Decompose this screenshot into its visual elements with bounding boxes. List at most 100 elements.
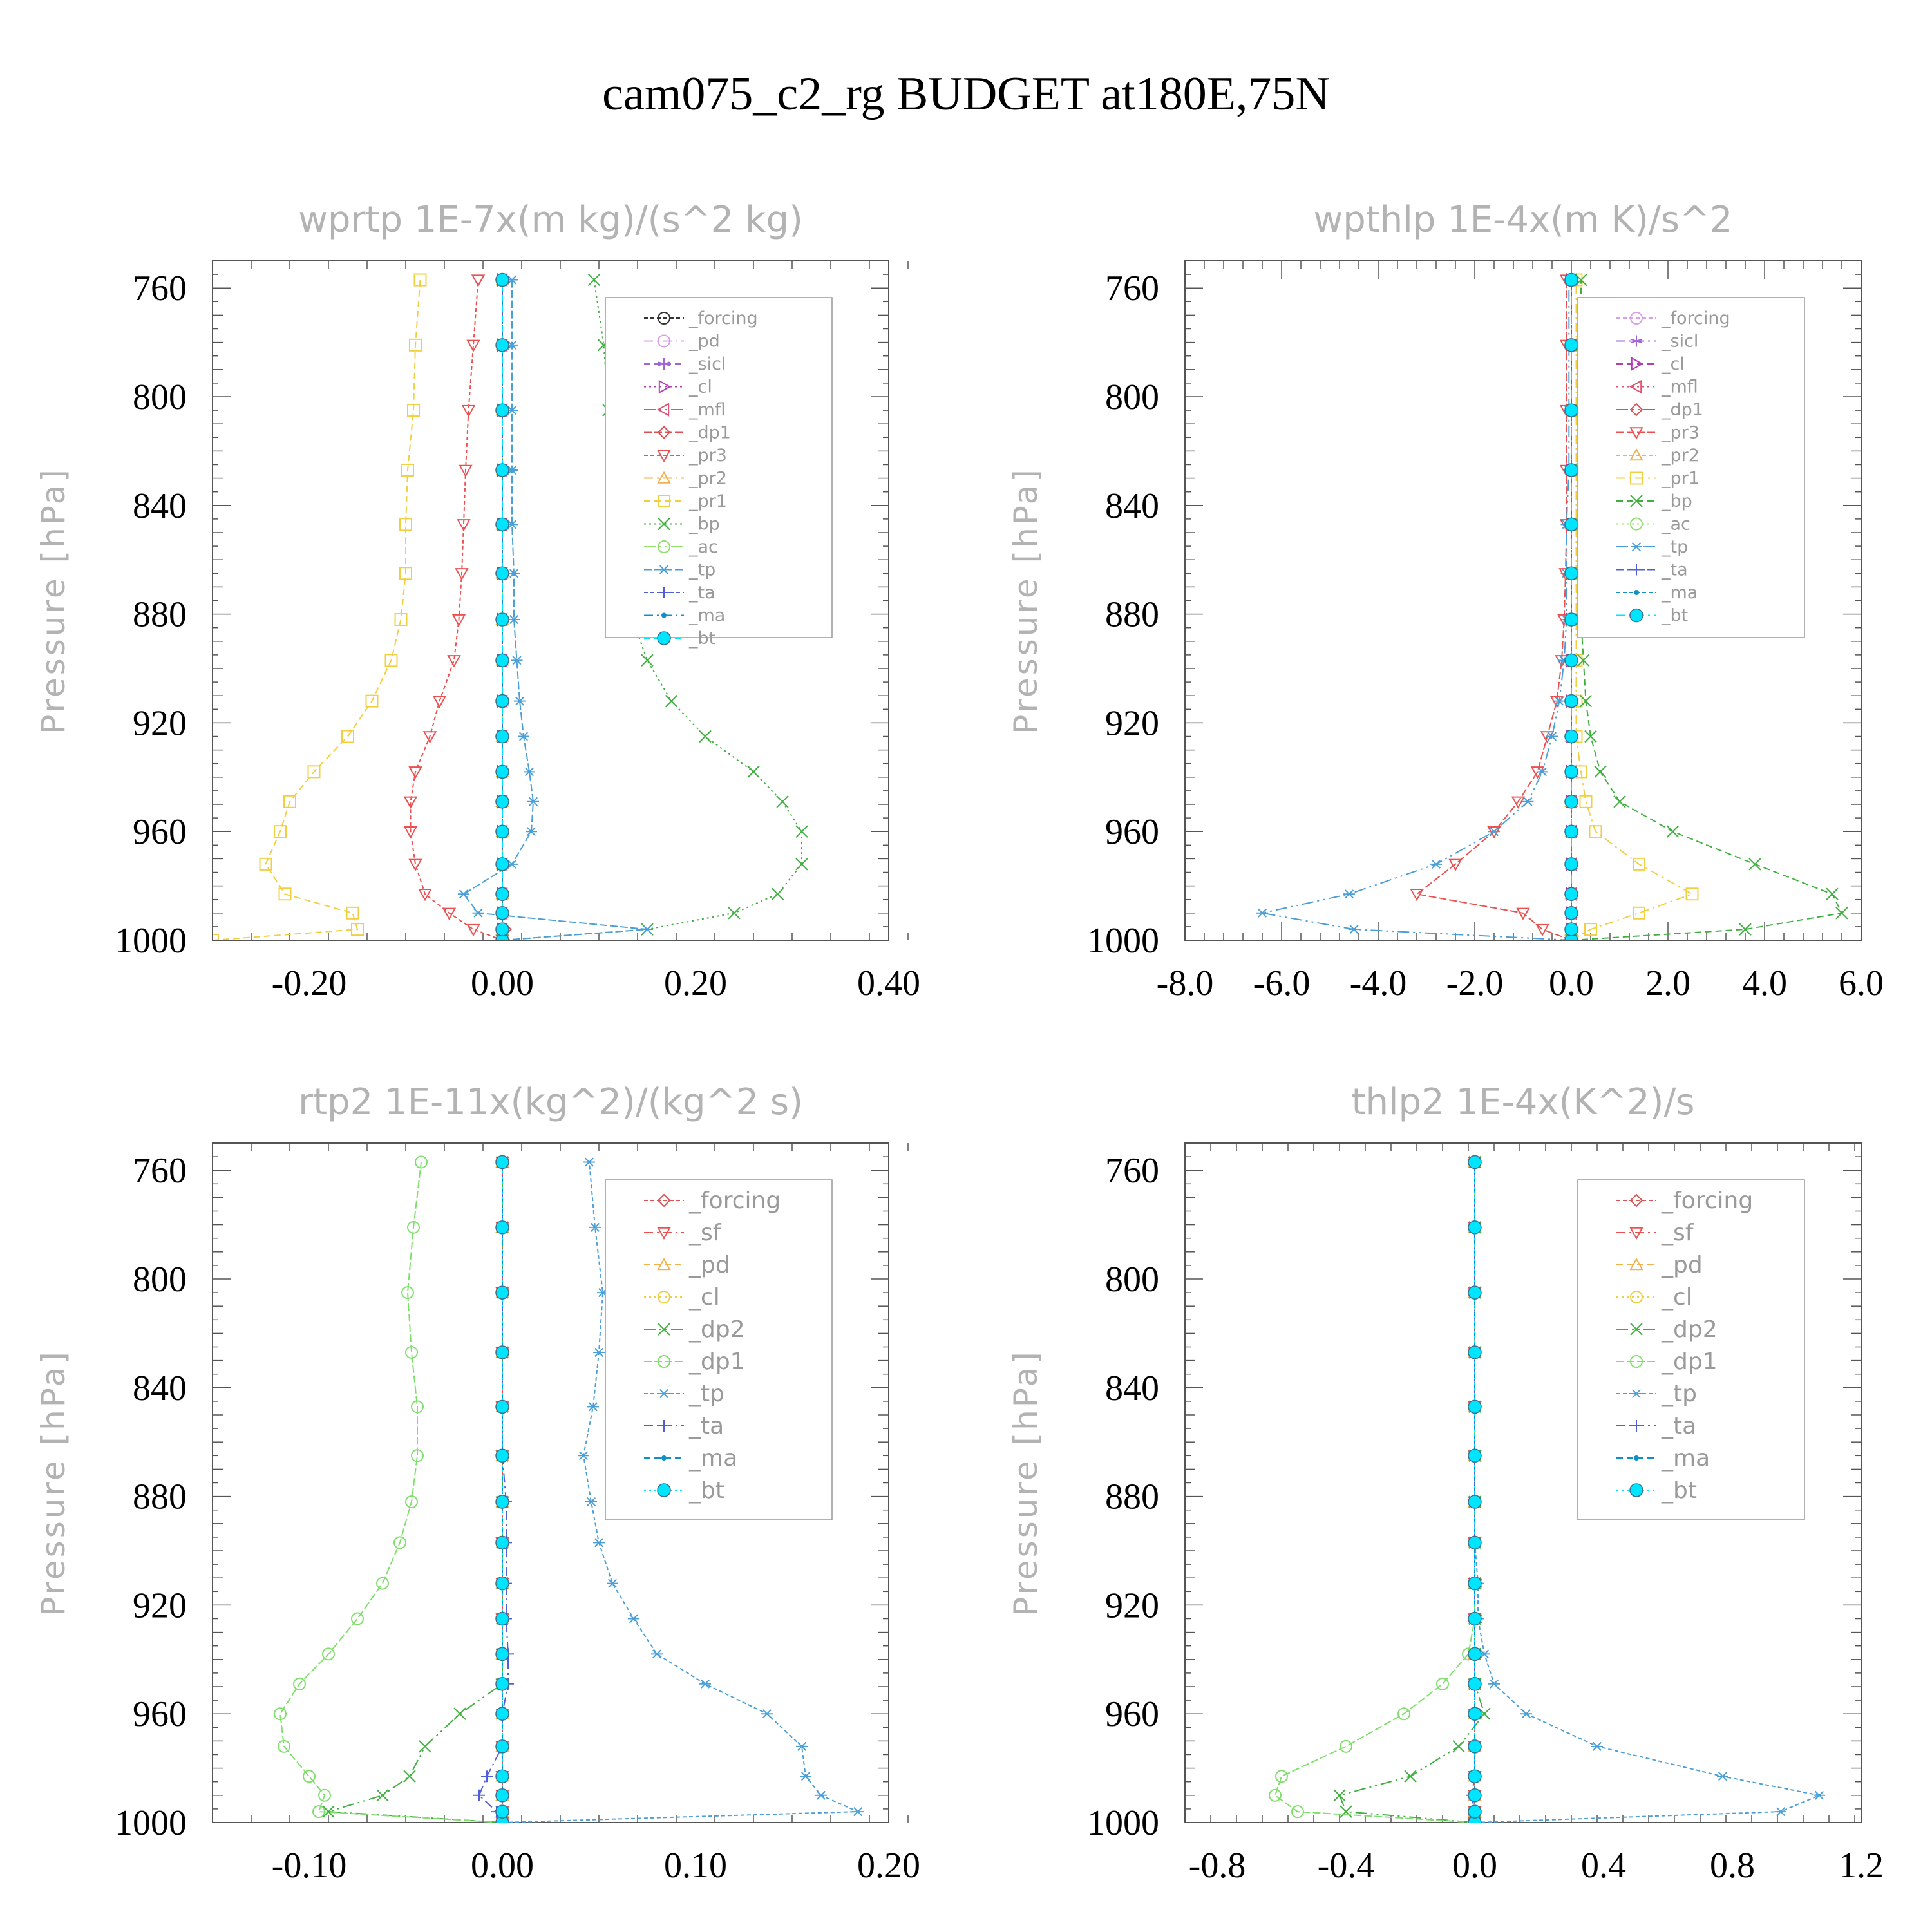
series-dp1: [274, 1155, 509, 1823]
y-tick-label: 920: [1105, 703, 1159, 743]
y-tick-label: 880: [1105, 595, 1159, 635]
data-point: [1579, 694, 1593, 708]
data-point: [1564, 612, 1578, 627]
data-point: [1564, 566, 1578, 581]
data-point: [495, 1576, 509, 1591]
data-point: [1564, 463, 1578, 477]
data-point: [471, 274, 486, 287]
series-bt: [495, 272, 509, 940]
legend-item: _ta: [1616, 1413, 1696, 1439]
legend-item: _ac: [1616, 515, 1690, 535]
data-point: [1591, 1741, 1603, 1751]
data-point: [1564, 272, 1578, 287]
legend-marker: [658, 587, 670, 598]
y-tick-label: 800: [1105, 1260, 1159, 1300]
data-point: [800, 1772, 811, 1781]
x-tick-label: 4.0: [1742, 963, 1787, 1003]
series-line: [478, 1162, 509, 1823]
legend-label: _forcing: [688, 308, 758, 328]
x-tick-label: -0.10: [272, 1846, 347, 1886]
legend-marker: [1629, 448, 1643, 461]
legend-marker: [1629, 1227, 1643, 1240]
legend-marker: [1629, 1483, 1643, 1497]
plot-area: [213, 272, 808, 940]
legend-label: _forcing: [1661, 1188, 1753, 1214]
data-point: [518, 732, 529, 741]
data-point: [699, 730, 712, 743]
data-point: [393, 1536, 406, 1549]
data-point: [418, 889, 432, 902]
data-point: [442, 907, 457, 920]
data-point: [341, 730, 354, 743]
data-point: [508, 615, 520, 625]
data-point: [1448, 858, 1463, 871]
data-point: [495, 1804, 509, 1819]
x-tick-label: 0.00: [471, 1846, 534, 1886]
legend-label: _pr1: [688, 491, 727, 511]
legend-marker: [657, 1257, 671, 1271]
data-point: [1835, 907, 1848, 920]
data-point: [1594, 765, 1607, 779]
data-point: [815, 1790, 827, 1800]
data-point: [495, 824, 509, 838]
legend-item: _cl: [644, 1284, 720, 1311]
legend-item: _cl: [644, 377, 712, 397]
data-point: [495, 694, 509, 708]
legend-item: _dp1: [644, 423, 731, 443]
legend-marker: [657, 426, 671, 439]
data-point: [1468, 1220, 1482, 1235]
legend-label: _cl: [688, 377, 712, 397]
data-point: [1522, 797, 1534, 806]
data-point: [1546, 732, 1558, 741]
y-tick-label: 760: [1105, 269, 1159, 308]
legend-marker: [658, 495, 670, 507]
data-point: [415, 1155, 428, 1169]
x-tick-label: 0.40: [857, 963, 920, 1003]
legend-item: _dp1: [1616, 1349, 1718, 1375]
data-point: [796, 1741, 808, 1751]
legend-marker: [1630, 335, 1643, 347]
data-point: [852, 1807, 864, 1817]
data-point: [1404, 1770, 1417, 1783]
series-bt: [1468, 1155, 1482, 1823]
chart-panel-thlp2: thlp2 1E-4x(K^2)/s Pressure [hPa] 760 800 84…: [1007, 1081, 1884, 1886]
legend-marker: [661, 612, 667, 618]
data-point: [399, 518, 412, 531]
data-point: [583, 1157, 595, 1167]
data-point: [322, 1647, 335, 1661]
y-tick-label: 1000: [115, 1803, 187, 1843]
legend-marker: [657, 450, 671, 463]
data-point: [303, 1770, 316, 1783]
legend-marker: [1630, 495, 1643, 507]
data-point: [728, 907, 741, 920]
x-tick-label: 0.0: [1452, 1846, 1497, 1886]
legend-marker: [1634, 1455, 1639, 1461]
data-point: [508, 569, 520, 578]
data-point: [1553, 696, 1566, 706]
data-point: [495, 403, 509, 417]
data-point: [453, 1707, 466, 1720]
legend-item: _tp: [1616, 537, 1688, 557]
legend-marker: [1631, 564, 1642, 576]
data-point: [1468, 1739, 1482, 1754]
data-point: [593, 1538, 605, 1548]
data-point: [1516, 907, 1530, 920]
data-point: [394, 613, 408, 627]
chart-panel-wprtp: wprtp 1E-7x(m kg)/(s^2 kg) Pressure [hPa]…: [35, 199, 920, 1003]
legend: _forcing _pd_sicl _cl _mfl _dp1 _pr3 _pr2_pr1 _…: [605, 297, 833, 649]
data-point: [1564, 824, 1578, 838]
legend-item: _bt: [1616, 606, 1688, 626]
data-point: [495, 1285, 509, 1300]
data-point: [274, 825, 287, 838]
legend-label: _dp1: [688, 423, 731, 443]
data-point: [747, 765, 760, 779]
legend-marker: [657, 1483, 671, 1497]
legend-label: _tp: [1661, 537, 1688, 557]
data-point: [403, 826, 418, 839]
legend-marker: [657, 631, 671, 645]
legend-label: _pr3: [1661, 423, 1700, 443]
legend-item: _forcing: [1616, 308, 1730, 328]
data-point: [526, 827, 537, 837]
x-tick-label: 0.20: [664, 963, 727, 1003]
data-point: [495, 1345, 509, 1359]
